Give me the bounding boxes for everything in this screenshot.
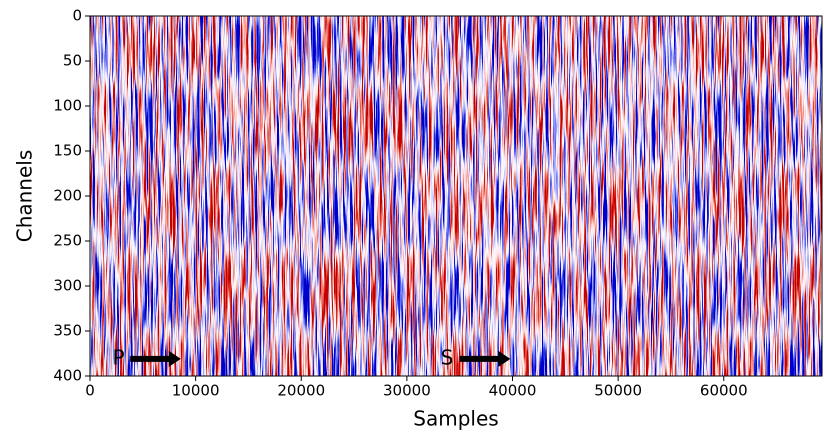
y-tick-label: 200	[53, 187, 82, 205]
x-tick-label: 60000	[700, 382, 748, 400]
annotation-label: P	[112, 345, 124, 369]
y-tick-label: 350	[53, 322, 82, 340]
annotation-arrow	[130, 350, 181, 367]
y-tick-label: 150	[53, 142, 82, 160]
y-tick-label: 400	[53, 367, 82, 385]
heatmap-image	[90, 16, 822, 376]
x-tick-label: 40000	[489, 382, 537, 400]
x-tick-label: 10000	[172, 382, 220, 400]
x-axis-label: Samples	[413, 407, 498, 431]
x-tick-label: 30000	[383, 382, 431, 400]
y-tick-label: 50	[63, 52, 82, 70]
y-tick-label: 300	[53, 277, 82, 295]
x-tick-label: 0	[85, 382, 95, 400]
y-tick-label: 0	[72, 7, 82, 25]
y-tick-label: 250	[53, 232, 82, 250]
x-tick-label: 50000	[594, 382, 642, 400]
x-tick-label: 20000	[277, 382, 325, 400]
annotation-label: S	[441, 345, 454, 369]
y-tick-label: 100	[53, 97, 82, 115]
y-axis-label: Channels	[13, 150, 37, 243]
annotation-arrow	[459, 350, 511, 367]
